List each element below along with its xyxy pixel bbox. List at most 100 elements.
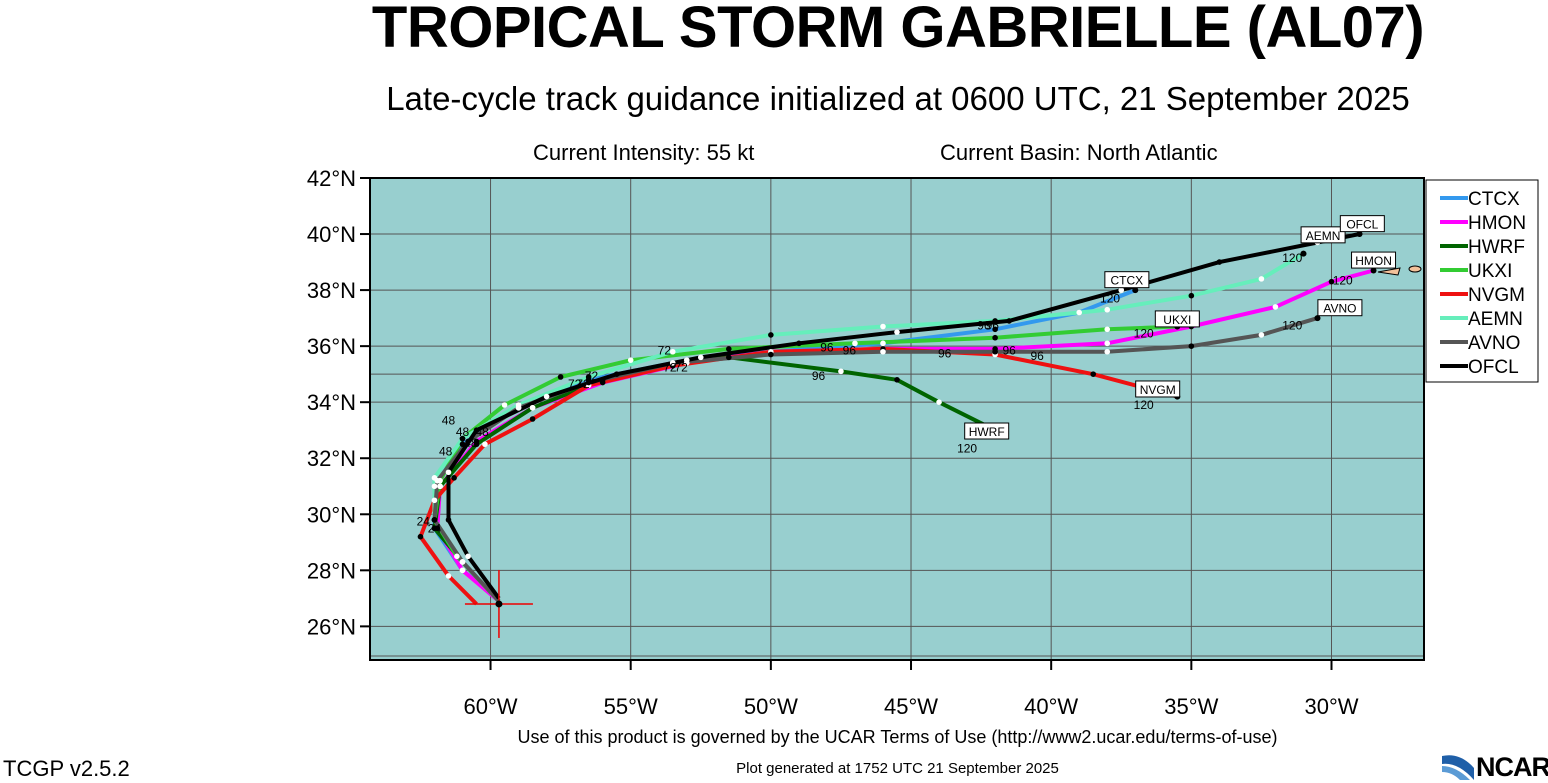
forecast-hour-label: 96: [812, 369, 826, 383]
track-point-12h: [1104, 326, 1111, 333]
track-point-12h: [465, 553, 471, 560]
track-point-daily: [1216, 259, 1223, 265]
track-point-daily: [431, 517, 438, 523]
legend-label-aemn: AEMN: [1468, 309, 1523, 330]
y-tick-label: 42°N: [307, 166, 356, 191]
endpoint-120h-label: 120: [1134, 398, 1154, 412]
x-tick-label: 35°W: [1164, 694, 1218, 719]
track-point-12h: [1104, 306, 1111, 313]
track-point-daily: [465, 438, 471, 445]
track-point-daily: [1328, 278, 1335, 285]
ncar-logo: NCAR: [1476, 752, 1548, 782]
track-point-daily: [557, 374, 564, 380]
track-point-12h: [1076, 309, 1083, 316]
y-tick-label: 38°N: [307, 278, 356, 303]
endpoint-120h-label: 120: [1134, 327, 1154, 341]
track-point-12h: [627, 357, 634, 363]
legend-label-ofcl: OFCL: [1468, 357, 1519, 378]
model-tag-ctcx: CTCX: [1111, 274, 1144, 288]
track-point-daily: [451, 475, 457, 481]
track-point-daily: [1090, 371, 1097, 377]
legend-box: [1425, 179, 1539, 383]
track-point-12h: [697, 354, 704, 361]
model-tag-box: [1154, 310, 1200, 328]
track-point-12h: [459, 567, 466, 574]
track-point-daily: [599, 376, 606, 383]
x-tick-label: 40°W: [1024, 694, 1078, 719]
track-point-12h: [880, 348, 886, 355]
version-label: TCGP v2.5.2: [3, 756, 130, 781]
y-tick-label: 36°N: [307, 334, 356, 359]
track-point-12h: [936, 399, 942, 405]
generated-timestamp: Plot generated at 1752 UTC 21 September …: [736, 760, 1059, 777]
track-point-12h: [1258, 332, 1265, 338]
model-tag-box: [1317, 299, 1363, 317]
model-tag-hmon: HMON: [1355, 254, 1392, 268]
track-point-12h: [454, 553, 460, 560]
track-point-daily: [473, 427, 480, 434]
plot-frame: [369, 177, 1425, 661]
track-point-12h: [880, 340, 886, 347]
legend-label-ukxi: UKXI: [1468, 261, 1512, 282]
track-point-daily: [459, 435, 466, 442]
track-point-12h: [683, 357, 690, 363]
model-tag-hwrf: HWRF: [969, 425, 1005, 439]
forecast-hour-label: 48: [475, 425, 489, 439]
track-point-daily: [445, 517, 452, 523]
track-point-daily: [585, 379, 592, 386]
track-point-12h: [669, 348, 676, 355]
track-point-12h: [431, 483, 438, 490]
model-tag-box: [1351, 251, 1397, 269]
endpoint-120h-label: 120: [1333, 273, 1353, 287]
track-point-daily: [529, 416, 536, 422]
current-intensity: Current Intensity: 55 kt: [533, 140, 755, 165]
ncar-logo-mark: [1442, 755, 1474, 780]
track-point-12h: [880, 323, 886, 330]
model-tag-box: [964, 422, 1010, 440]
track-point-daily: [726, 354, 732, 361]
forecast-hour-label: 24: [417, 514, 431, 528]
track-point-daily: [459, 441, 466, 448]
forecast-hour-label: 72: [576, 377, 590, 391]
forecast-hour-label: 48: [442, 414, 456, 428]
track-point-12h: [669, 360, 676, 366]
forecast-hour-label: 48: [439, 444, 453, 458]
track-point-daily: [768, 351, 774, 358]
track-point-daily: [992, 348, 998, 355]
x-tick-label: 45°W: [884, 694, 938, 719]
endpoint-120h-label: 120: [1282, 318, 1302, 332]
model-tag-box: [1104, 271, 1150, 289]
forecast-hour-label: 96: [1002, 344, 1016, 358]
forecast-hour-label: 72: [585, 369, 599, 383]
track-point-daily: [585, 374, 592, 380]
endpoint-120h-label: 120: [1282, 251, 1302, 265]
legend-label-hwrf: HWRF: [1468, 237, 1525, 258]
ocean-background: [370, 178, 1424, 660]
x-tick-label: 55°W: [604, 694, 658, 719]
forecast-hour-label: 72: [663, 360, 677, 374]
forecast-hour-label: 96: [986, 318, 1000, 332]
chart-title: TROPICAL STORM GABRIELLE (AL07): [371, 0, 1425, 60]
forecast-hour-label: 72: [568, 377, 582, 391]
model-tag-box: [1339, 215, 1385, 233]
y-tick-label: 40°N: [307, 222, 356, 247]
island-shape: [1377, 267, 1401, 276]
model-tag-box: [1135, 380, 1181, 398]
model-tag-ukxi: UKXI: [1163, 313, 1191, 327]
endpoint-120h-label: 120: [957, 442, 977, 456]
legend-label-nvgm: NVGM: [1468, 285, 1525, 306]
track-point-12h: [431, 497, 438, 504]
track-point-daily: [431, 525, 438, 532]
y-tick-label: 26°N: [307, 614, 356, 639]
track-point-12h: [543, 393, 550, 400]
forecast-hour-label: 48: [464, 436, 478, 450]
current-position-dot: [495, 600, 503, 608]
model-tag-aemn: AEMN: [1306, 229, 1341, 243]
track-point-daily: [768, 332, 774, 338]
track-point-12h: [482, 441, 488, 448]
endpoint-120h: [1370, 267, 1377, 274]
forecast-hour-label: 24: [428, 521, 442, 535]
track-point-daily: [1006, 318, 1012, 324]
y-tick-label: 34°N: [307, 390, 356, 415]
